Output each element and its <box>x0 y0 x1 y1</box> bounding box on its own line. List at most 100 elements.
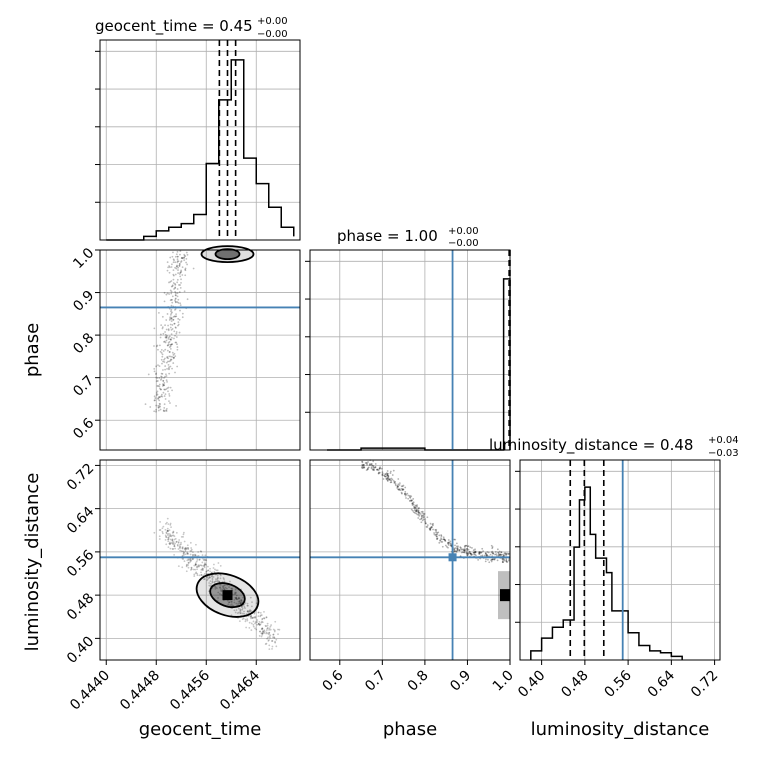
sample-point <box>167 538 170 541</box>
sample-point <box>468 551 471 553</box>
sample-point <box>196 566 199 569</box>
sample-point <box>164 365 167 367</box>
sample-point <box>178 264 181 267</box>
sample-point <box>237 597 240 600</box>
sample-point <box>173 322 176 325</box>
sample-point <box>180 281 182 284</box>
sample-point <box>171 534 174 537</box>
sample-point <box>178 291 181 293</box>
sample-point <box>181 546 184 549</box>
sample-point <box>161 395 164 398</box>
sample-point <box>216 574 219 577</box>
sample-point <box>173 352 176 355</box>
sample-point <box>239 602 242 605</box>
sample-point <box>360 466 363 469</box>
sample-point <box>470 554 473 557</box>
sample-point <box>171 367 173 370</box>
sample-point <box>168 266 171 269</box>
sample-point <box>420 515 423 518</box>
sample-point <box>437 531 440 534</box>
sample-point <box>156 380 159 382</box>
sample-point <box>175 336 178 338</box>
sample-point <box>171 311 173 314</box>
sample-point <box>178 273 181 275</box>
sample-point <box>259 624 261 626</box>
sample-point <box>197 554 200 557</box>
sample-point <box>367 461 369 463</box>
sample-point <box>215 580 217 582</box>
sample-point <box>173 553 176 556</box>
sample-point <box>194 553 196 556</box>
sample-point <box>198 564 201 567</box>
sample-point <box>185 563 188 566</box>
sample-point <box>182 550 185 553</box>
sample-point <box>189 541 192 544</box>
svg-text:geocent_time = 0.45: geocent_time = 0.45 <box>95 17 253 36</box>
sample-point <box>181 256 183 259</box>
sample-point <box>435 530 438 532</box>
sample-point <box>475 554 477 557</box>
sample-point <box>402 484 405 487</box>
sample-point <box>168 366 170 369</box>
sample-point <box>440 535 443 538</box>
sample-point <box>171 284 174 287</box>
sample-point <box>170 290 173 293</box>
sample-point <box>159 403 161 406</box>
sample-point <box>172 534 175 537</box>
sample-point <box>169 534 172 537</box>
sample-point <box>463 551 465 554</box>
sample-point <box>447 542 450 545</box>
sample-point <box>158 365 161 368</box>
sample-point <box>215 587 218 589</box>
sample-point <box>424 518 427 520</box>
sample-point <box>249 615 252 618</box>
sample-point <box>165 543 168 546</box>
sample-point <box>495 553 498 556</box>
sample-point <box>449 544 452 547</box>
sample-point <box>381 472 384 475</box>
sample-point <box>261 634 264 636</box>
y-tick-label: 0.48 <box>64 590 97 623</box>
sample-point <box>181 547 184 550</box>
sample-point <box>159 521 161 523</box>
sample-point <box>410 500 413 502</box>
sample-point <box>174 547 177 550</box>
sample-point <box>169 280 172 283</box>
sample-point <box>370 463 373 466</box>
sample-point <box>155 380 158 383</box>
sample-point <box>439 539 442 541</box>
sample-point <box>386 474 389 477</box>
sample-point <box>234 588 237 591</box>
sample-point <box>259 623 262 626</box>
sample-point <box>236 612 239 615</box>
sample-point <box>168 340 171 343</box>
sample-point <box>486 551 489 553</box>
sample-point <box>454 544 456 547</box>
sample-point <box>410 508 413 511</box>
sample-point <box>170 266 173 268</box>
sample-point <box>466 548 468 550</box>
sample-point <box>268 629 270 631</box>
sample-point <box>165 339 168 342</box>
sample-point <box>170 358 173 361</box>
sample-point <box>491 558 494 561</box>
sample-point <box>159 387 161 390</box>
sample-point <box>165 531 168 534</box>
sample-point <box>216 577 219 580</box>
sample-point <box>480 551 483 554</box>
sample-point <box>370 466 373 469</box>
sample-point <box>161 385 164 387</box>
sample-point <box>384 473 387 475</box>
density-contour-inner <box>214 248 241 261</box>
sample-point <box>405 493 408 496</box>
sample-point <box>396 484 399 487</box>
sample-point <box>246 610 249 612</box>
sample-point <box>235 596 238 599</box>
sample-point <box>176 261 179 264</box>
sample-point <box>252 620 255 623</box>
sample-point <box>435 535 438 538</box>
sample-point <box>235 597 238 600</box>
sample-point <box>216 580 219 583</box>
sample-point <box>387 472 390 475</box>
sample-point <box>169 355 172 358</box>
